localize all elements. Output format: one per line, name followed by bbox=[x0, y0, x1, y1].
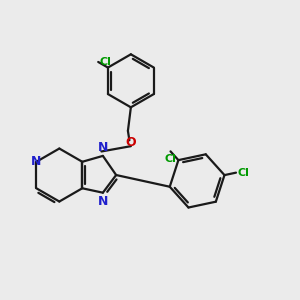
Text: Cl: Cl bbox=[238, 168, 249, 178]
Text: N: N bbox=[98, 140, 108, 154]
Text: O: O bbox=[125, 136, 136, 149]
Text: N: N bbox=[31, 155, 42, 168]
Text: Cl: Cl bbox=[99, 57, 111, 67]
Text: N: N bbox=[98, 195, 108, 208]
Text: Cl: Cl bbox=[165, 154, 176, 164]
